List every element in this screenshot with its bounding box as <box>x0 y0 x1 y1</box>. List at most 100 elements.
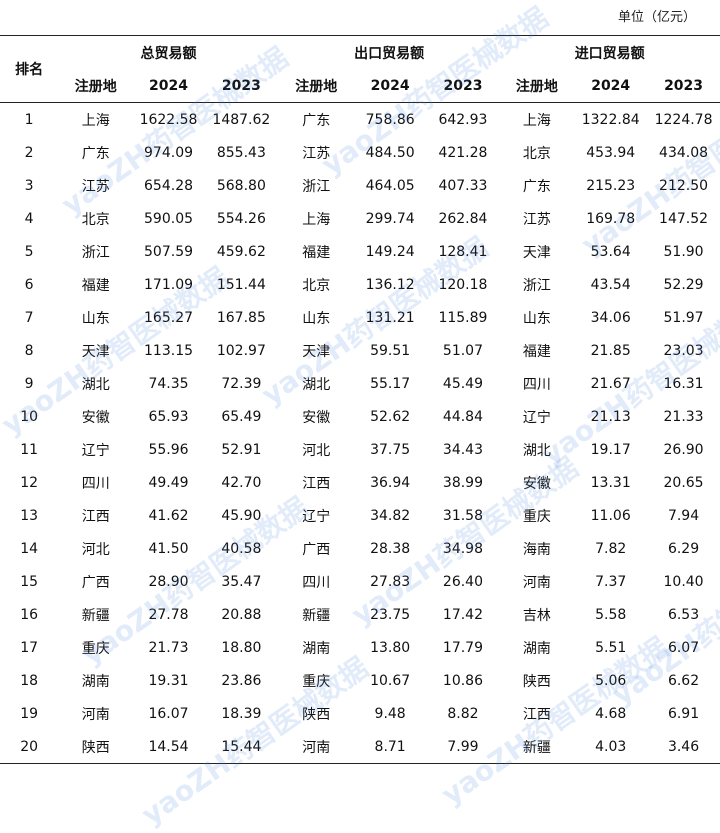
export-region-cell: 湖北 <box>302 376 331 393</box>
rank-cell: 6 <box>24 276 34 293</box>
rank-cell: 19 <box>20 705 39 722</box>
import-value-2024-cell: 7.37 <box>595 573 627 590</box>
table-row: 17 重庆 21.73 18.80 湖南 13.80 17.79 湖南 5.51 6.07 <box>0 631 720 664</box>
import-value-2023-cell: 6.62 <box>667 672 700 689</box>
import-value-2024-cell: 21.85 <box>590 342 631 359</box>
total-value-2024-cell: 16.07 <box>148 705 189 722</box>
total-value-2023-cell: 18.39 <box>221 705 262 722</box>
total-value-2023-cell: 40.58 <box>221 540 262 557</box>
total-value-2024-cell: 27.78 <box>148 606 189 623</box>
table-header: 排名 总贸易额 出口贸易额 进口贸易额 注册地 2024 2023 注册地 20… <box>0 35 720 103</box>
export-region-header: 注册地 <box>278 70 354 103</box>
total-value-2024-cell: 974.09 <box>144 144 194 161</box>
export-region-cell: 福建 <box>302 244 331 261</box>
table-row: 8 天津 113.15 102.97 天津 59.51 51.07 福建 21.85 23.03 <box>0 334 720 367</box>
total-region-cell: 新疆 <box>81 607 110 624</box>
total-value-2024-cell: 14.54 <box>133 730 204 764</box>
total-value-2024-cell: 28.90 <box>148 573 189 590</box>
total-region-cell: 江苏 <box>81 178 110 195</box>
total-value-2023-cell: 554.26 <box>216 210 266 227</box>
total-value-2024-cell: 41.50 <box>148 540 189 557</box>
export-value-2023-cell: 421.28 <box>438 144 488 161</box>
export-value-2024-cell: 36.94 <box>370 474 411 491</box>
total-value-2024-cell: 65.93 <box>148 408 189 425</box>
import-value-2024-cell: 4.68 <box>595 705 627 722</box>
export-region-cell: 江苏 <box>302 145 331 162</box>
export-region-cell: 新疆 <box>302 607 331 624</box>
rank-cell: 12 <box>20 474 39 491</box>
export-region-cell: 湖南 <box>302 640 331 657</box>
total-value-2023-cell: 568.80 <box>216 177 266 194</box>
total-value-2024-cell: 41.62 <box>148 507 189 524</box>
export-value-2024-cell: 13.80 <box>370 639 411 656</box>
export-value-2023-cell: 31.58 <box>442 507 483 524</box>
import-value-2023-cell: 20.65 <box>663 474 704 491</box>
export-value-2024-cell: 484.50 <box>365 144 415 161</box>
total-value-2023-cell: 855.43 <box>216 144 266 161</box>
table-row: 18 湖南 19.31 23.86 重庆 10.67 10.86 陕西 5.06 6.62 <box>0 664 720 697</box>
export-value-2024-cell: 59.51 <box>370 342 411 359</box>
total-value-2023-cell: 52.91 <box>221 441 262 458</box>
export-region-cell: 辽宁 <box>302 508 331 525</box>
export-region-cell: 天津 <box>302 343 331 360</box>
import-value-2023-cell: 51.90 <box>663 243 704 260</box>
import-2023-header: 2023 <box>647 70 720 103</box>
total-value-2023-cell: 15.44 <box>203 730 279 764</box>
total-value-2024-cell: 654.28 <box>144 177 194 194</box>
table-row: 2 广东 974.09 855.43 江苏 484.50 421.28 北京 453.94 434… <box>0 136 720 169</box>
import-value-2024-cell: 53.64 <box>590 243 631 260</box>
import-region-cell: 安徽 <box>522 475 551 492</box>
total-value-2023-cell: 151.44 <box>216 276 266 293</box>
export-value-2023-cell: 34.43 <box>442 441 483 458</box>
total-region-cell: 北京 <box>81 211 110 228</box>
export-region-cell: 上海 <box>302 211 331 228</box>
trade-ranking-table: 排名 总贸易额 出口贸易额 进口贸易额 注册地 2024 2023 注册地 20… <box>0 35 720 764</box>
export-value-2023-cell: 26.40 <box>442 573 483 590</box>
export-value-2023-cell: 51.07 <box>442 342 483 359</box>
total-region-cell: 辽宁 <box>81 442 110 459</box>
total-region-cell: 上海 <box>81 112 110 129</box>
export-value-2024-cell: 131.21 <box>365 309 415 326</box>
total-value-2023-cell: 20.88 <box>221 606 262 623</box>
table-row: 3 江苏 654.28 568.80 浙江 464.05 407.33 广东 215.23 212… <box>0 169 720 202</box>
import-value-2023-cell: 3.46 <box>647 730 720 764</box>
rank-cell: 10 <box>20 408 39 425</box>
total-value-2023-cell: 35.47 <box>221 573 262 590</box>
table-row: 7 山东 165.27 167.85 山东 131.21 115.89 山东 34.06 51.9… <box>0 301 720 334</box>
total-2023-header: 2023 <box>203 70 279 103</box>
table-row: 20 陕西 14.54 15.44 河南 8.71 7.99 新疆 4.03 3.46 <box>0 730 720 764</box>
import-region-cell: 吉林 <box>522 607 551 624</box>
total-region-cell: 四川 <box>81 475 110 492</box>
table-row: 16 新疆 27.78 20.88 新疆 23.75 17.42 吉林 5.58 6.53 <box>0 598 720 631</box>
export-region-cell: 山东 <box>302 310 331 327</box>
import-trade-header: 进口贸易额 <box>499 35 720 70</box>
export-region-cell: 安徽 <box>302 409 331 426</box>
import-region-cell: 湖北 <box>522 442 551 459</box>
import-value-2024-cell: 453.94 <box>586 144 636 161</box>
total-region-cell: 湖北 <box>81 376 110 393</box>
export-region-cell: 四川 <box>302 574 331 591</box>
total-value-2023-cell: 1487.62 <box>212 111 271 128</box>
import-value-2023-cell: 10.40 <box>663 573 704 590</box>
total-value-2023-cell: 42.70 <box>221 474 262 491</box>
table-row: 15 广西 28.90 35.47 四川 27.83 26.40 河南 7.37 10.40 <box>0 565 720 598</box>
rank-cell: 9 <box>24 375 34 392</box>
total-region-cell: 广东 <box>81 145 110 162</box>
rank-header: 排名 <box>0 35 59 103</box>
table-row: 9 湖北 74.35 72.39 湖北 55.17 45.49 四川 21.67 16.31 <box>0 367 720 400</box>
export-2023-header: 2023 <box>426 70 500 103</box>
table-row: 12 四川 49.49 42.70 江西 36.94 38.99 安徽 13.31 20.65 <box>0 466 720 499</box>
total-value-2024-cell: 507.59 <box>144 243 194 260</box>
rank-cell: 5 <box>24 243 34 260</box>
export-value-2024-cell: 8.71 <box>353 730 427 764</box>
table-row: 19 河南 16.07 18.39 陕西 9.48 8.82 江西 4.68 6.91 <box>0 697 720 730</box>
unit-label: 单位（亿元） <box>617 10 696 25</box>
import-value-2023-cell: 21.33 <box>663 408 704 425</box>
import-value-2023-cell: 212.50 <box>659 177 709 194</box>
import-region-cell: 浙江 <box>522 277 551 294</box>
import-value-2024-cell: 19.17 <box>590 441 631 458</box>
import-value-2023-cell: 7.94 <box>667 507 700 524</box>
import-region-cell: 北京 <box>522 145 551 162</box>
export-region-cell: 广西 <box>302 541 331 558</box>
import-value-2023-cell: 6.29 <box>667 540 700 557</box>
